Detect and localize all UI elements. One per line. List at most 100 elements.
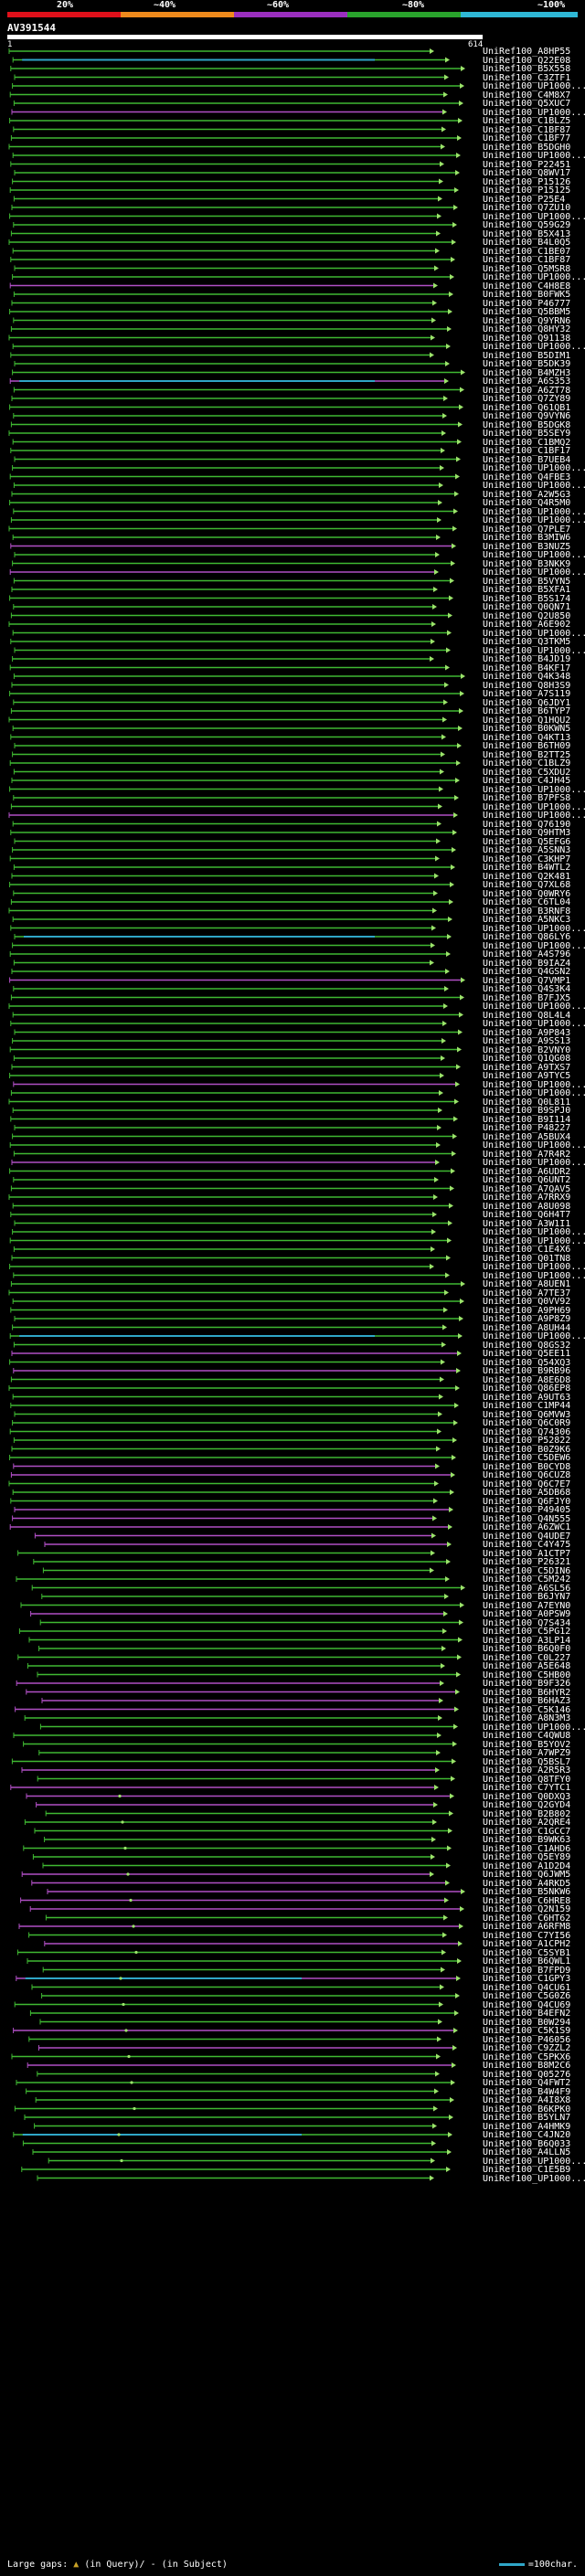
hit-label[interactable]: UniRef100_UP1000... [483, 81, 585, 91]
hit-label[interactable]: UniRef100_Q9VYN6 [483, 411, 571, 421]
hit-label[interactable]: UniRef100_B4L0Q5 [483, 238, 571, 248]
hit-line[interactable] [12, 1324, 447, 1330]
hit-label[interactable]: UniRef100_P15126 [483, 176, 571, 187]
hit-label[interactable]: UniRef100_Q5EY89 [483, 1852, 571, 1862]
hit-line[interactable] [14, 170, 460, 175]
hit-line[interactable] [12, 656, 434, 662]
hit-label[interactable]: UniRef100_Q6JDY1 [483, 697, 571, 708]
hit-line[interactable] [9, 951, 451, 957]
hit-label[interactable]: UniRef100_B6KPK0 [483, 2104, 571, 2115]
hit-line[interactable] [14, 2105, 438, 2112]
hit-line[interactable] [37, 2045, 457, 2051]
hit-line[interactable] [13, 699, 448, 705]
hit-line[interactable] [9, 118, 463, 123]
hit-label[interactable]: UniRef100_C4QWU8 [483, 1731, 571, 1741]
hit-label[interactable]: UniRef100_A8E6D8 [483, 1374, 571, 1385]
hit-label[interactable]: UniRef100_Q2K481 [483, 871, 571, 882]
hit-line[interactable] [9, 309, 452, 314]
hit-label[interactable]: UniRef100_UP1000... [483, 515, 585, 525]
hit-label[interactable]: UniRef100_Q8H3S9 [483, 680, 571, 691]
hit-label[interactable]: UniRef100_P15125 [483, 186, 571, 196]
hit-line[interactable] [37, 1776, 455, 1782]
hit-line[interactable] [37, 2071, 440, 2077]
hit-label[interactable]: UniRef100_Q5EFG6 [483, 836, 571, 847]
hit-line[interactable] [12, 248, 440, 254]
hit-line[interactable] [34, 1828, 452, 1834]
hit-label[interactable]: UniRef100_A1CPH2 [483, 1939, 571, 1949]
hit-line[interactable] [10, 1403, 459, 1408]
hit-line[interactable] [13, 986, 449, 991]
hit-line[interactable] [29, 1906, 464, 1912]
hit-label[interactable]: UniRef100_Q6JWM5 [483, 1870, 571, 1880]
hit-line[interactable] [13, 2132, 452, 2137]
hit-line[interactable] [18, 1628, 447, 1634]
hit-label[interactable]: UniRef100_Q2U850 [483, 610, 571, 621]
hit-label[interactable]: UniRef100_C5SYB1 [483, 1947, 571, 1958]
hit-label[interactable]: UniRef100_Q8WV17 [483, 168, 571, 178]
hit-label[interactable]: UniRef100_B5DGK8 [483, 419, 571, 430]
hit-line[interactable] [14, 552, 440, 557]
hit-label[interactable]: UniRef100_C1E4X6 [483, 1245, 571, 1255]
hit-label[interactable]: UniRef100_A6S353 [483, 376, 571, 387]
hit-line[interactable] [12, 439, 462, 445]
hit-line[interactable] [12, 1394, 443, 1400]
hit-label[interactable]: UniRef100_C1BF77 [483, 133, 571, 143]
hit-label[interactable]: UniRef100_UP1000... [483, 1235, 585, 1246]
hit-label[interactable]: UniRef100_B9WK63 [483, 1835, 571, 1845]
hit-label[interactable]: UniRef100_Q01TN8 [483, 1253, 571, 1264]
hit-line[interactable] [21, 1871, 434, 1877]
hit-label[interactable]: UniRef100_C5PG12 [483, 1627, 571, 1637]
hit-line[interactable] [10, 1472, 455, 1478]
hit-line[interactable] [12, 1489, 454, 1495]
hit-label[interactable]: UniRef100_B0CYD8 [483, 1461, 571, 1472]
hit-label[interactable]: UniRef100_B5VYN5 [483, 576, 571, 587]
hit-line[interactable] [12, 1515, 437, 1521]
hit-label[interactable]: UniRef100_B5YLN7 [483, 2113, 571, 2123]
hit-line[interactable] [11, 1255, 451, 1261]
hit-line[interactable] [13, 1150, 456, 1157]
hit-line[interactable] [8, 143, 445, 150]
hit-label[interactable]: UniRef100_C4JN20 [483, 2130, 571, 2140]
hit-line[interactable] [20, 1602, 464, 1608]
hit-label[interactable]: UniRef100_A6ZWC1 [483, 1522, 571, 1532]
hit-line[interactable] [9, 664, 450, 671]
hit-line[interactable] [8, 334, 435, 341]
hit-line[interactable] [16, 1680, 444, 1686]
hit-line[interactable] [21, 2167, 451, 2172]
hit-label[interactable]: UniRef100_Q8L4L4 [483, 1010, 571, 1021]
hit-label[interactable]: UniRef100_Q6UNT2 [483, 1175, 571, 1185]
hit-label[interactable]: UniRef100_Q4K348 [483, 672, 571, 682]
hit-label[interactable]: UniRef100_B2VNY0 [483, 1044, 571, 1055]
hit-line[interactable] [31, 1984, 444, 1990]
hit-label[interactable]: UniRef100_B9IAZ4 [483, 958, 571, 969]
hit-label[interactable]: UniRef100_Q61QB1 [483, 402, 571, 413]
hit-label[interactable]: UniRef100_A1D2D4 [483, 1860, 571, 1871]
hit-line[interactable] [8, 621, 436, 627]
hit-line[interactable] [13, 1177, 439, 1182]
hit-line[interactable] [9, 282, 438, 289]
hit-line[interactable] [13, 1437, 457, 1443]
hit-label[interactable]: UniRef100_Q7S434 [483, 1617, 571, 1628]
hit-label[interactable]: UniRef100_C7YTC1 [483, 1783, 571, 1793]
hit-line[interactable] [9, 404, 463, 410]
hit-line[interactable] [11, 491, 459, 497]
hit-line[interactable] [16, 2080, 455, 2085]
hit-label[interactable]: UniRef100_B4KF17 [483, 663, 571, 673]
hit-line[interactable] [14, 1220, 452, 1226]
hit-line[interactable] [12, 178, 443, 185]
hit-label[interactable]: UniRef100_UP1000... [483, 940, 585, 951]
hit-label[interactable]: UniRef100_B0KWN5 [483, 724, 571, 734]
hit-line[interactable] [11, 300, 437, 306]
hit-label[interactable]: UniRef100_B7FJX5 [483, 992, 571, 1003]
hit-label[interactable]: UniRef100_B3MIW6 [483, 533, 571, 543]
hit-label[interactable]: UniRef100_Q3TKM5 [483, 637, 571, 647]
hit-label[interactable]: UniRef100_B5XFA1 [483, 585, 571, 595]
hit-line[interactable] [13, 673, 465, 679]
hit-label[interactable]: UniRef100_Q6H4T7 [483, 1210, 571, 1220]
hit-line[interactable] [8, 716, 447, 723]
hit-line[interactable] [9, 187, 459, 193]
hit-label[interactable]: UniRef100_Q22E08 [483, 55, 571, 66]
hit-label[interactable]: UniRef100_C1E5B9 [483, 2165, 571, 2175]
hit-label[interactable]: UniRef100_B7UEB4 [483, 454, 571, 465]
hit-line[interactable] [13, 126, 446, 133]
